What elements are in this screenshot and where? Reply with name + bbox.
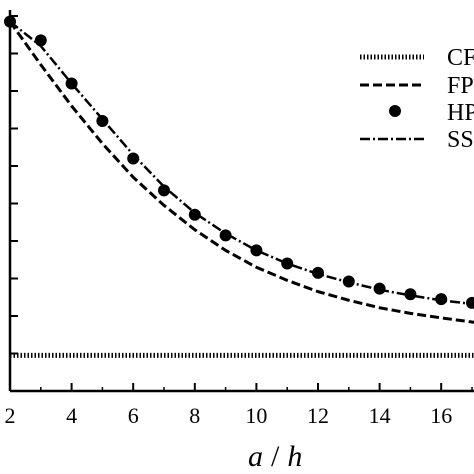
legend-label-hp: HP	[447, 100, 474, 126]
x-tick-labels: 2 4 6 8 10 12 14 16	[5, 403, 453, 428]
legend-label-cf: CF	[447, 45, 474, 71]
series-hp-markers	[4, 15, 474, 309]
point-hp-4	[127, 152, 140, 165]
legend-label-fp: FP	[447, 73, 474, 99]
series-line-ss	[9, 20, 474, 306]
series-layer	[4, 15, 474, 358]
x-tick-label-4: 4	[66, 403, 77, 428]
legend: CF FP HP SS	[360, 45, 474, 153]
legend-entry-cf: CF	[360, 45, 474, 71]
x-ticks	[9, 383, 473, 391]
point-hp-6	[188, 208, 201, 221]
legend-swatch-hp	[389, 105, 401, 117]
x-axis-title-a: a	[248, 440, 263, 473]
point-hp-1	[34, 34, 47, 47]
x-tick-label-6: 6	[128, 403, 139, 428]
point-hp-7	[219, 229, 232, 242]
x-tick-label-10: 10	[245, 403, 267, 428]
legend-entry-hp: HP	[389, 100, 474, 126]
x-axis-title-h: h	[287, 440, 302, 473]
legend-entry-ss: SS	[360, 127, 474, 153]
x-axis-title-slash: /	[271, 440, 280, 473]
x-tick-label-12: 12	[307, 403, 329, 428]
point-hp-3	[96, 115, 109, 127]
legend-entry-fp: FP	[360, 73, 474, 99]
x-tick-label-16: 16	[430, 403, 452, 428]
x-tick-label-14: 14	[369, 403, 391, 428]
legend-label-ss: SS	[447, 127, 474, 153]
point-hp-9	[281, 257, 294, 270]
series-line-fp	[8, 20, 474, 324]
x-tick-label-8: 8	[189, 403, 200, 428]
point-hp-5	[158, 184, 170, 197]
x-axis-title: a / h	[248, 440, 302, 473]
x-tick-label-2: 2	[5, 403, 16, 428]
